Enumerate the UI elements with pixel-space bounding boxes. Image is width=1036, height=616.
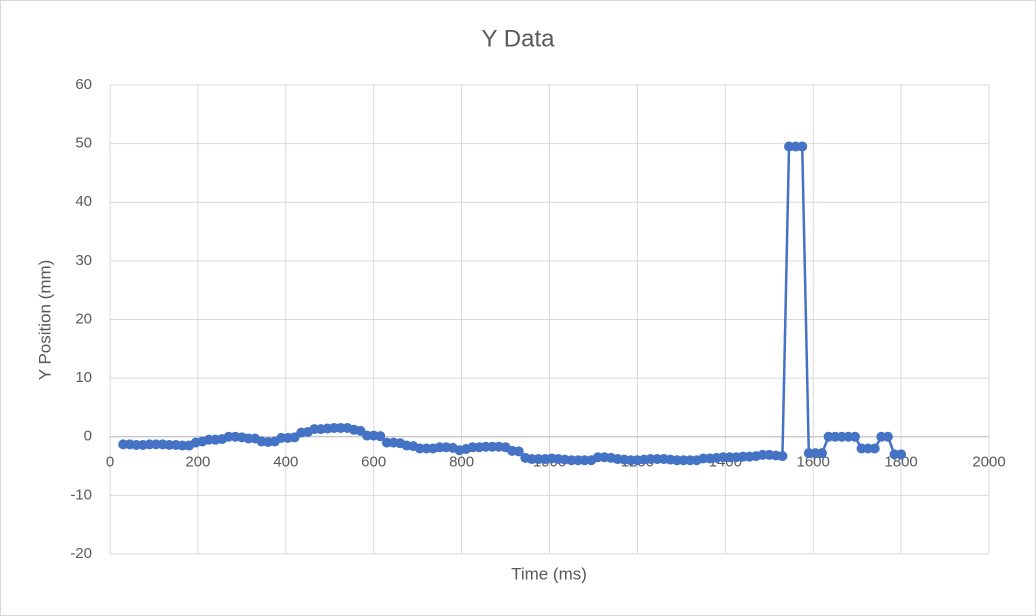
data-point	[816, 448, 827, 459]
data-point	[797, 141, 808, 152]
x-tick-label: 800	[449, 454, 474, 471]
y-tick-label: 10	[75, 369, 92, 386]
y-axis-title: Y Position (mm)	[35, 260, 54, 381]
y-tick-label: -10	[70, 486, 92, 503]
y-tick-label: 60	[75, 76, 92, 93]
y-tick-label: 30	[75, 252, 92, 269]
x-tick-label: 2000	[972, 454, 1005, 471]
chart-title: Y Data	[482, 25, 556, 52]
x-tick-label: 600	[361, 454, 386, 471]
data-point	[869, 443, 880, 454]
y-tick-label: 20	[75, 310, 92, 327]
y-tick-label: 0	[84, 428, 92, 445]
data-point	[896, 449, 907, 460]
y-tick-label: 50	[75, 135, 92, 152]
x-tick-label: 0	[106, 454, 114, 471]
data-point	[882, 431, 893, 442]
data-point	[375, 431, 386, 442]
y-tick-label: -20	[70, 545, 92, 562]
x-tick-label: 400	[273, 454, 298, 471]
x-axis-title: Time (ms)	[511, 564, 587, 583]
data-point	[777, 451, 788, 462]
x-tick-label: 200	[185, 454, 210, 471]
data-point	[513, 446, 524, 457]
data-point	[849, 431, 860, 442]
y-tick-label: 40	[75, 193, 92, 210]
